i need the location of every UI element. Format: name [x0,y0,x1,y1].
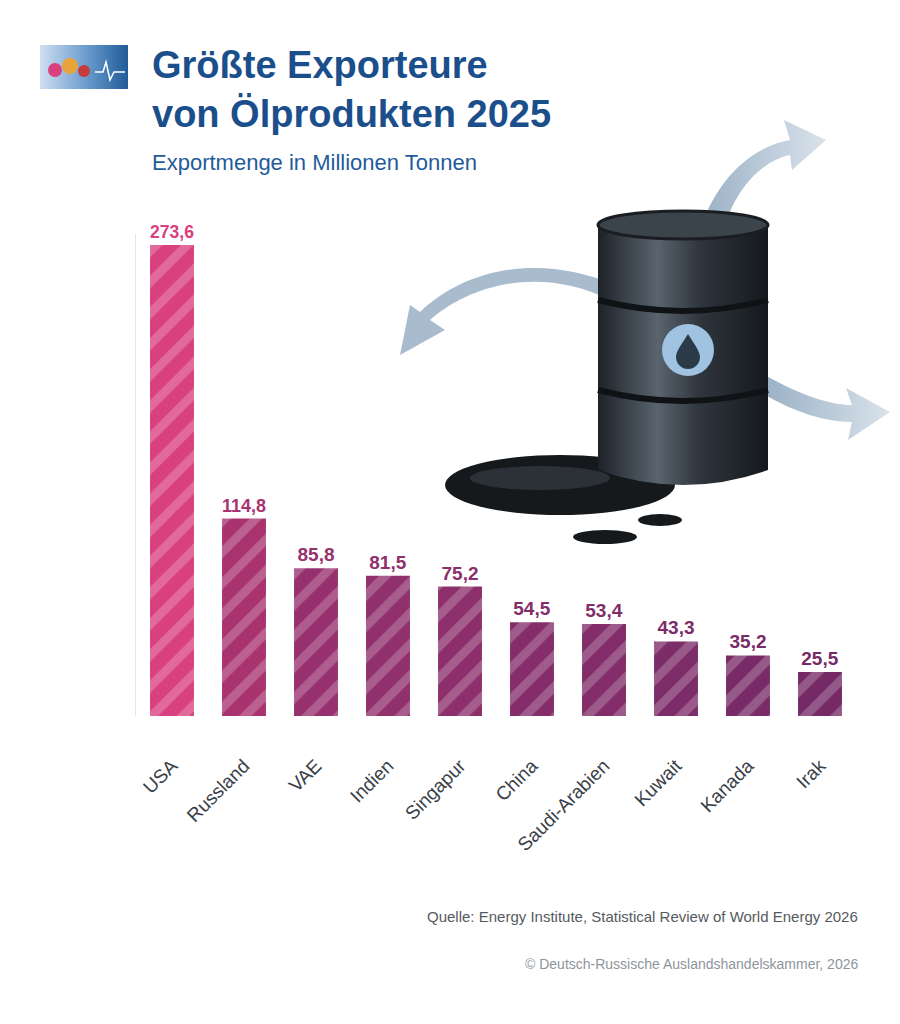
svg-text:Indien: Indien [346,755,397,806]
svg-text:43,3: 43,3 [658,617,695,638]
svg-text:114,8: 114,8 [222,496,266,516]
svg-text:53,4: 53,4 [585,600,622,621]
svg-text:China: China [492,755,542,805]
svg-text:273,6: 273,6 [150,222,194,242]
svg-text:Kanada: Kanada [696,755,757,816]
svg-text:Exportmenge in Millionen Tonne: Exportmenge in Millionen Tonnen [152,150,477,175]
svg-text:VAE: VAE [285,755,326,796]
svg-text:Quelle: Energy Institute, Stat: Quelle: Energy Institute, Statistical Re… [427,908,858,925]
svg-text:USA: USA [139,755,182,798]
svg-text:Saudi-Arabien: Saudi-Arabien [514,755,614,855]
svg-text:Singapur: Singapur [401,755,470,824]
svg-text:75,2: 75,2 [442,563,479,584]
svg-text:© Deutsch-Russische Auslandsha: © Deutsch-Russische Auslandshandelskamme… [525,956,858,972]
svg-text:Irak: Irak [792,755,830,793]
svg-text:25,5: 25,5 [801,648,838,669]
svg-text:35,2: 35,2 [730,631,767,652]
svg-text:Russland: Russland [183,755,254,826]
svg-text:54,5: 54,5 [513,598,550,619]
svg-text:85,8: 85,8 [298,544,335,565]
svg-text:81,5: 81,5 [369,552,406,573]
svg-text:Größte Exporteurevon Ölprodukt: Größte Exporteurevon Ölprodukten 2025 [152,44,551,135]
svg-text:Kuwait: Kuwait [630,755,686,811]
